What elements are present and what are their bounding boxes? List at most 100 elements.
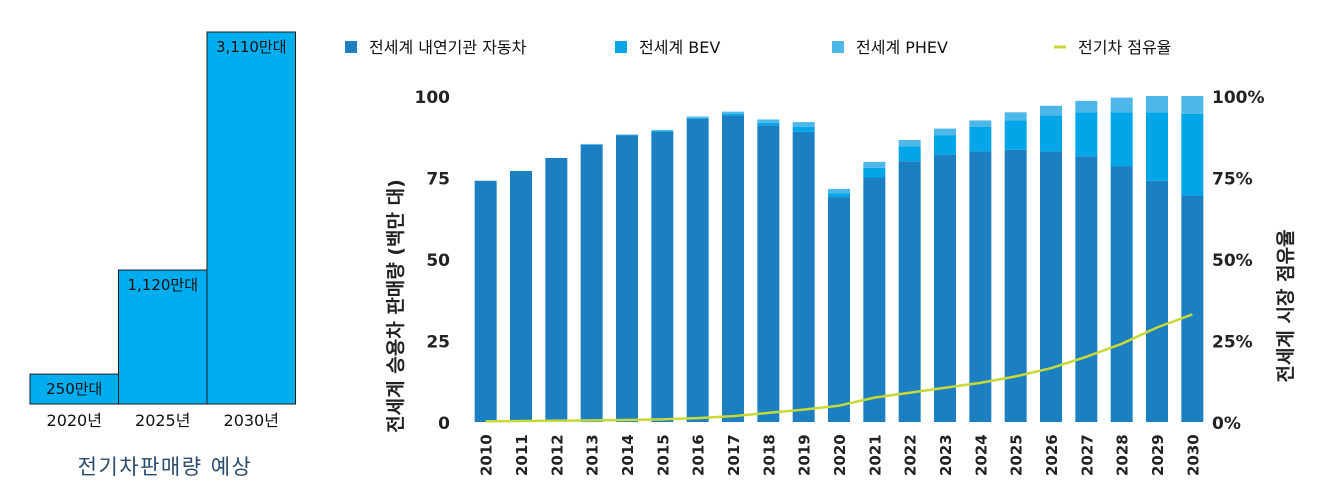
y2-tick-label: 0% — [1212, 414, 1241, 434]
legend-swatch — [615, 41, 627, 53]
x-tick-label: 2012 — [548, 434, 566, 476]
x-tick-label: 2013 — [584, 434, 602, 476]
bar-segment — [757, 122, 780, 126]
bar-segment — [1146, 180, 1168, 422]
y2-tick-label: 50% — [1212, 251, 1253, 271]
y-tick-label: 50 — [426, 251, 450, 271]
x-tick-label: 2028 — [1114, 434, 1132, 476]
bar-segment — [1181, 113, 1204, 196]
bar-segment — [863, 161, 886, 168]
x-tick-label: 2024 — [972, 434, 990, 476]
x-tick-label: 2030 — [1184, 434, 1202, 476]
x-tick-label: 2025 — [1008, 434, 1026, 476]
bar-segment — [686, 117, 709, 119]
bar-segment — [934, 135, 956, 155]
legend-label: 전세계 내연기관 자동차 — [369, 38, 527, 57]
bar-segment — [934, 154, 956, 422]
bar-segment — [1110, 97, 1133, 113]
x-tick-label: 2026 — [1043, 434, 1061, 476]
forecast-bar — [118, 269, 208, 405]
y-tick-label: 100 — [415, 88, 451, 108]
bar-segment — [863, 167, 886, 178]
y2-tick-label: 75% — [1212, 170, 1253, 190]
x-tick-label: 2011 — [513, 434, 531, 476]
bar-segment — [510, 170, 532, 422]
bar-segment — [1146, 112, 1168, 181]
bar-segment — [1181, 96, 1204, 114]
chart-legend: 전세계 내연기관 자동차 전세계 BEV 전세계 PHEV 전기차 점유율 — [345, 38, 1171, 57]
y2-tick-label: 25% — [1212, 333, 1253, 353]
x-tick-label: 2020 — [831, 434, 849, 476]
bar-segment — [934, 128, 956, 136]
forecast-bar-value: 1,120만대 — [127, 276, 198, 294]
bar-segment — [828, 193, 850, 198]
x-tick-label: 2019 — [796, 434, 814, 476]
bar-segment — [1075, 156, 1098, 422]
x-tick-label: 2010 — [478, 434, 496, 476]
bar-segment — [898, 140, 921, 147]
legend-swatch — [832, 41, 844, 53]
global-car-sales-chart: 전세계 내연기관 자동차 전세계 BEV 전세계 PHEV 전기차 점유율 0 25 50… — [345, 38, 1297, 476]
bar-segment — [1004, 149, 1027, 423]
y-tick-label: 25 — [426, 333, 450, 353]
bar-segment — [1040, 115, 1062, 152]
bar-segment — [1110, 166, 1133, 422]
bar-segment — [1075, 100, 1098, 113]
x-tick-label: 2017 — [725, 434, 743, 476]
bar-segment — [1040, 105, 1062, 116]
forecast-bar — [206, 31, 296, 405]
bar-segment — [722, 113, 744, 116]
x-tick-label: 2015 — [654, 434, 672, 476]
forecast-x-tick: 2030년 — [224, 411, 279, 430]
legend-label: 전기차 점유율 — [1078, 38, 1171, 57]
x-tick-label: 2016 — [690, 434, 708, 476]
bar-segment — [1004, 120, 1027, 150]
bar-segment — [969, 126, 992, 152]
y-axis-title: 전세계 승용차 판매량 (백만 대) — [385, 179, 407, 433]
ev-share-line — [485, 313, 1193, 423]
bar-segment — [792, 122, 815, 127]
x-tick-label: 2018 — [760, 434, 778, 476]
bar-segment — [722, 111, 744, 114]
forecast-x-tick-labels: 2020년 2025년 2030년 — [47, 411, 279, 430]
bar-segment — [545, 157, 568, 422]
bar-segment — [651, 131, 674, 423]
bar-segment — [616, 134, 638, 136]
y2-axis-tick-labels: 0% 25% 50% 75% 100% — [1212, 88, 1265, 434]
bar-segment — [969, 120, 992, 127]
bar-segment — [1075, 112, 1098, 157]
bar-segment — [792, 126, 815, 132]
x-tick-label: 2027 — [1078, 434, 1096, 476]
bar-segment — [1181, 195, 1204, 422]
x-tick-label: 2021 — [866, 434, 884, 476]
bar-segment — [580, 144, 603, 422]
y-axis-tick-labels: 0 25 50 75 100 — [415, 88, 451, 434]
y-tick-label: 75 — [426, 170, 450, 190]
x-tick-label: 2029 — [1149, 434, 1167, 476]
bar-segment — [828, 188, 850, 194]
bar-segment — [898, 146, 921, 162]
bar-segment — [1040, 151, 1062, 423]
bar-segment — [757, 119, 780, 123]
sales-forecast-chart: 250만대 1,120만대 3,110만대 2020년 2025년 2030년 전기차판… — [29, 31, 296, 479]
bar-segment — [651, 129, 674, 131]
y2-tick-label: 100% — [1212, 88, 1265, 108]
bar-segment — [863, 177, 886, 422]
x-tick-label: 2023 — [937, 434, 955, 476]
x-tick-label: 2022 — [902, 434, 920, 476]
forecast-bars — [29, 31, 296, 405]
forecast-x-tick: 2020년 — [47, 411, 102, 430]
legend-label: 전세계 BEV — [639, 38, 720, 57]
legend-label: 전세계 PHEV — [856, 38, 948, 57]
bar-segment — [792, 131, 815, 423]
bar-segment — [686, 116, 709, 118]
y-tick-label: 0 — [438, 414, 450, 434]
bar-segment — [651, 130, 674, 132]
bar-segment — [757, 125, 780, 422]
bar-segment — [722, 115, 744, 422]
bar-segment — [1146, 96, 1168, 113]
x-axis-tick-labels: 2010 2011 2012 2013 2014 2015 2016 2017 2018 2019… — [478, 434, 1203, 476]
bar-segment — [898, 161, 921, 422]
forecast-bar-labels: 250만대 1,120만대 3,110만대 — [46, 38, 286, 398]
legend-swatch — [345, 41, 357, 53]
